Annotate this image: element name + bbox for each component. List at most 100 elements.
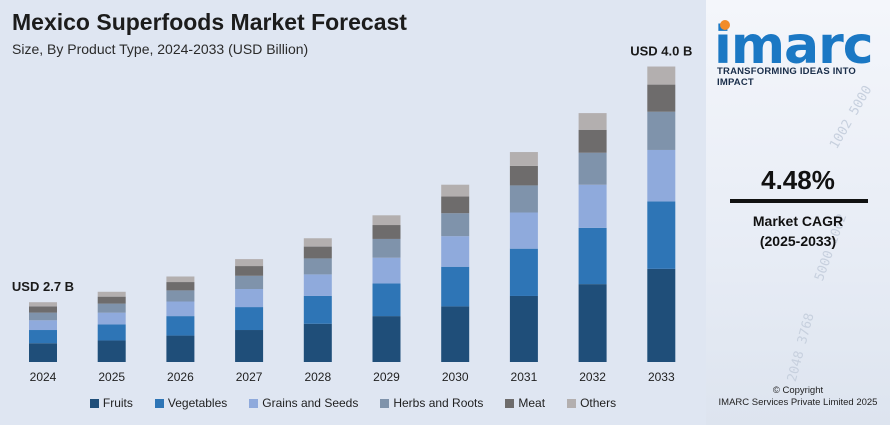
bar-segment — [235, 289, 264, 308]
decorative-numbers: 1002 5000 — [827, 83, 876, 152]
bar-segment — [647, 149, 676, 202]
legend-swatch — [505, 398, 515, 408]
bar-segment — [509, 152, 538, 166]
bar-segment — [97, 296, 126, 304]
bar-segment — [29, 312, 57, 321]
bar-segment — [578, 152, 607, 185]
legend-label: Grains and Seeds — [262, 396, 359, 410]
bar-segment — [578, 113, 607, 130]
legend-item: Vegetables — [154, 396, 228, 410]
bar-segment — [578, 227, 607, 285]
bar-segment — [509, 165, 538, 186]
legend-item: Meat — [505, 396, 545, 410]
cagr-label-line2: (2025-2033) — [759, 233, 837, 249]
cagr-value: 4.48% — [761, 165, 835, 195]
legend-label: Meat — [518, 396, 546, 410]
bar-segment — [509, 248, 538, 296]
bar-segment — [578, 129, 607, 153]
logo-text: imarc — [714, 16, 874, 76]
total-annotation: USD 4.0 B — [630, 44, 692, 59]
x-tick-label: 2024 — [30, 370, 57, 384]
legend-swatch — [249, 398, 259, 408]
bar-segment — [303, 295, 332, 324]
bar-segment — [29, 306, 57, 313]
bar-segment — [166, 316, 195, 336]
bar-segment — [166, 290, 195, 302]
bar-segment — [29, 330, 57, 344]
bar-segment — [235, 266, 264, 276]
x-tick-label: 2029 — [373, 370, 400, 384]
x-tick-label: 2033 — [648, 370, 675, 384]
legend-label: Fruits — [102, 396, 133, 410]
bar-segment — [509, 212, 538, 249]
legend-swatch — [567, 398, 577, 408]
bar-segment — [441, 266, 470, 307]
x-tick-label: 2032 — [579, 370, 606, 384]
bar-segment — [441, 184, 470, 197]
bar-segment — [372, 215, 401, 226]
bar-segment — [578, 184, 607, 228]
bar-segment — [235, 275, 264, 289]
imarc-logo: imarc — [714, 18, 884, 74]
chart-title: Mexico Superfoods Market Forecast — [12, 9, 407, 35]
bar-segment — [97, 291, 126, 297]
bar-segment — [235, 307, 264, 331]
bar-segment — [647, 66, 676, 85]
bar-segment — [97, 312, 126, 325]
cagr-divider — [730, 199, 868, 203]
stacked-bar-chart: 2024 2025 2026 2027 2028 2029 2030 2031 2032 2033… — [12, 44, 692, 384]
chart-subtitle: Size, By Product Type, 2024-2033 (USD Bi… — [12, 41, 309, 57]
side-panel: 1002 5000 5000 1002 2048 3768 imarc TRAN… — [706, 0, 890, 425]
x-tick-label: 2025 — [98, 370, 125, 384]
bar-segment — [372, 283, 401, 317]
x-tick-label: 2028 — [304, 370, 331, 384]
bar-segment — [647, 111, 676, 150]
copyright-line2: IMARC Services Private Limited 2025 — [718, 397, 878, 408]
legend-label: Herbs and Roots — [393, 396, 484, 410]
bar-segment — [97, 324, 126, 341]
legend-swatch — [89, 398, 99, 408]
legend-item: Fruits — [89, 396, 133, 410]
bar-segment — [372, 257, 401, 284]
bar-segment — [372, 225, 401, 239]
bar-segment — [235, 259, 264, 267]
bar-segment — [166, 335, 195, 362]
legend-item: Herbs and Roots — [380, 396, 483, 410]
copyright: © Copyright IMARC Services Private Limit… — [706, 385, 890, 409]
total-annotation: USD 2.7 B — [12, 279, 74, 294]
legend-item: Others — [567, 396, 616, 410]
bar-segment — [303, 246, 332, 259]
bar-segment — [166, 276, 195, 283]
bar-segment — [166, 282, 195, 291]
chart-area: Mexico Superfoods Market Forecast Size, … — [0, 9, 706, 414]
bar-segment — [303, 238, 332, 247]
bar-segment — [303, 323, 332, 362]
bar-segment — [441, 196, 470, 214]
legend-swatch — [154, 398, 164, 408]
bar-segment — [29, 320, 57, 331]
bar-segment — [29, 302, 57, 307]
chart-legend: Fruits Vegetables Grains and Seeds Herbs an… — [0, 392, 706, 414]
bar-segment — [441, 213, 470, 237]
copyright-line1: © Copyright — [772, 385, 824, 396]
x-tick-label: 2026 — [167, 370, 194, 384]
cagr-label-line1: Market CAGR — [752, 213, 844, 229]
brand-tagline: TRANSFORMING IDEAS INTO IMPACT — [717, 66, 857, 88]
logo-dot-icon — [720, 20, 730, 30]
bar-segment — [97, 340, 126, 362]
bar-segment — [166, 301, 195, 317]
x-tick-label: 2031 — [511, 370, 538, 384]
x-tick-label: 2030 — [442, 370, 469, 384]
bar-segment — [509, 295, 538, 362]
legend-item: Grains and Seeds — [249, 396, 358, 410]
bar-segment — [578, 284, 607, 362]
bar-segment — [303, 258, 332, 275]
bar-segment — [303, 274, 332, 296]
cagr-label: Market CAGR (2025-2033) — [706, 211, 890, 251]
bar-segment — [441, 306, 470, 362]
bar-segment — [97, 303, 126, 313]
bar-segment — [235, 330, 264, 362]
bar-segment — [372, 316, 401, 362]
legend-label: Vegetables — [167, 396, 228, 410]
legend-label: Others — [580, 396, 617, 410]
